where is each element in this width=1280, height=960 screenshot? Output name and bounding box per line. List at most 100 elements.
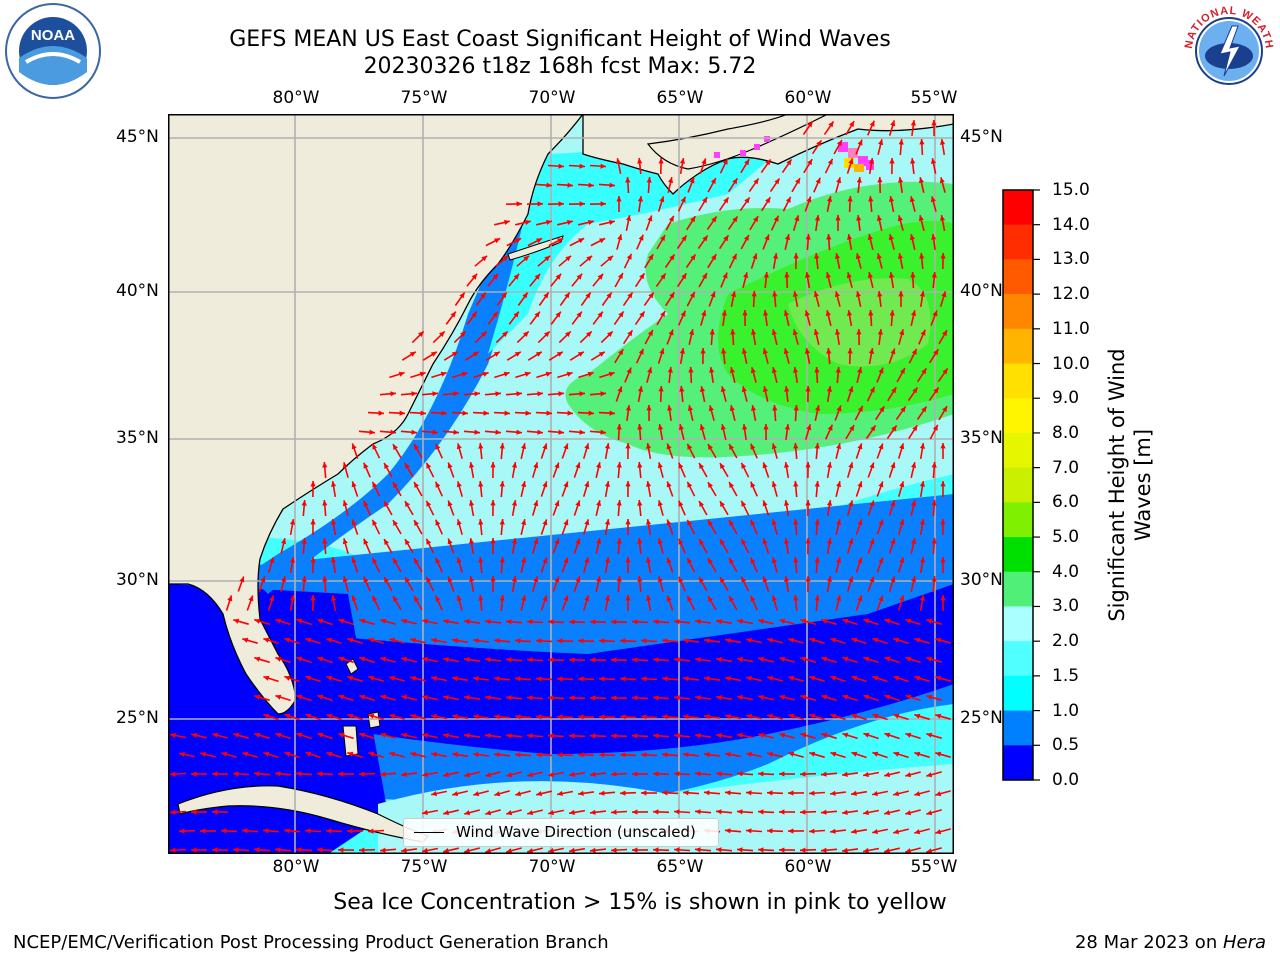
wind-arrow-head	[876, 215, 882, 221]
colorbar-segment	[1003, 328, 1033, 365]
wind-arrow-head	[516, 201, 522, 207]
wind-arrow-head	[494, 752, 500, 758]
wind-arrow-head	[821, 656, 828, 662]
wind-arrow-head	[548, 619, 554, 625]
wind-arrow-head	[611, 657, 617, 663]
wind-arrow-head	[338, 618, 345, 624]
wind-arrow-head	[469, 538, 475, 544]
wind-arrow-head	[405, 539, 410, 545]
wind-arrow-head	[911, 576, 917, 583]
wind-arrow-head	[480, 292, 486, 299]
wind-arrow-head	[191, 847, 197, 853]
wind-arrow-head	[878, 443, 884, 450]
wind-arrow-head	[618, 273, 623, 279]
wind-arrow-head	[771, 329, 777, 336]
colorbar-tick-label: 9.0	[1052, 388, 1080, 409]
wind-arrow-head	[668, 215, 674, 222]
wind-arrow-head	[914, 637, 921, 643]
wind-arrow-head	[898, 177, 904, 183]
wind-arrow-head	[750, 595, 756, 602]
wind-arrow-head	[368, 675, 375, 681]
wind-arrow-head	[689, 291, 695, 298]
wind-arrow-head	[535, 351, 542, 357]
wind-arrow-head	[679, 158, 685, 164]
wind-arrow-head	[842, 694, 849, 700]
wind-arrow-head	[856, 215, 862, 221]
wind-arrow-head	[296, 847, 302, 853]
wind-arrow-head	[578, 676, 584, 682]
wind-arrow-head	[842, 847, 848, 853]
wind-arrow-head	[609, 219, 615, 225]
wind-arrow-head	[702, 197, 708, 204]
wind-arrow-head	[940, 481, 946, 487]
wind-arrow-head	[609, 182, 615, 188]
wind-arrow-head	[501, 292, 507, 299]
gridlines	[168, 114, 954, 854]
wind-arrow-head	[869, 120, 875, 127]
wind-arrow-head	[674, 657, 680, 663]
wind-arrow-head	[746, 828, 752, 834]
wind-arrow-head	[554, 576, 560, 583]
wind-arrow-head	[533, 576, 539, 583]
wind-arrow-head	[888, 196, 895, 202]
wind-arrow-head	[474, 391, 480, 397]
wind-arrow-head	[680, 310, 686, 317]
wind-arrow-head	[317, 656, 324, 662]
wind-arrow-head	[368, 751, 375, 757]
wind-arrow-head	[729, 520, 734, 526]
wind-arrow-head	[599, 676, 605, 682]
wind-arrow-head	[499, 481, 505, 487]
wind-arrow-head	[646, 519, 652, 525]
wind-arrow-head	[911, 310, 917, 316]
wind-arrow-head	[569, 847, 575, 853]
wind-arrow-head	[872, 675, 879, 681]
wind-arrow-head	[695, 847, 701, 853]
wind-arrow-head	[569, 733, 575, 739]
wind-arrow-head	[683, 638, 689, 644]
wind-arrow-head	[914, 829, 921, 835]
wind-arrow-head	[931, 462, 937, 468]
wind-arrow-head	[521, 557, 527, 564]
wind-arrow-head	[926, 732, 933, 738]
wind-arrow-head	[426, 462, 432, 469]
colorbar-tick-label: 1.0	[1052, 700, 1080, 721]
wind-arrow-head	[384, 501, 389, 507]
wind-arrow-head	[848, 576, 854, 583]
wind-arrow-head	[809, 790, 815, 796]
wind-arrow-head	[596, 500, 602, 507]
wind-arrow-head	[940, 215, 946, 221]
wind-arrow-head	[447, 576, 453, 583]
wind-arrow-head	[409, 351, 416, 357]
wind-arrow-head	[451, 351, 458, 357]
wind-arrow-head	[599, 714, 605, 720]
wind-arrow-head	[647, 215, 653, 222]
wind-arrow-head	[378, 410, 384, 416]
wind-arrow-head	[431, 713, 437, 720]
wind-arrow-head	[447, 500, 453, 507]
wind-arrow-head	[471, 311, 477, 318]
wind-arrow-head	[872, 713, 879, 719]
wind-arrow-head	[889, 158, 895, 164]
wind-arrow-head	[492, 311, 498, 318]
wind-arrow-head	[918, 177, 924, 184]
wind-arrow-head	[857, 595, 863, 602]
lon-label-bottom: 65°W	[656, 857, 704, 877]
wind-arrow-head	[893, 829, 900, 835]
wind-arrow-head	[869, 500, 875, 507]
wind-arrow-head	[941, 291, 947, 298]
wind-arrow-head	[242, 828, 248, 834]
wind-arrow-head	[301, 538, 307, 544]
wind-arrow-head	[338, 847, 344, 853]
wind-arrow-head	[863, 732, 870, 738]
wind-arrow-head	[317, 771, 323, 777]
wind-arrow-head	[590, 809, 596, 815]
wind-arrow-head	[646, 557, 652, 563]
wind-arrow-head	[604, 481, 610, 487]
wind-arrow-head	[584, 595, 590, 602]
wind-arrow-head	[771, 443, 777, 450]
wind-arrow-head	[878, 595, 884, 602]
wind-arrow-head	[170, 809, 176, 815]
wind-arrow-head	[890, 538, 896, 545]
wind-arrow-head	[774, 178, 780, 185]
wind-arrow-head	[462, 410, 468, 416]
